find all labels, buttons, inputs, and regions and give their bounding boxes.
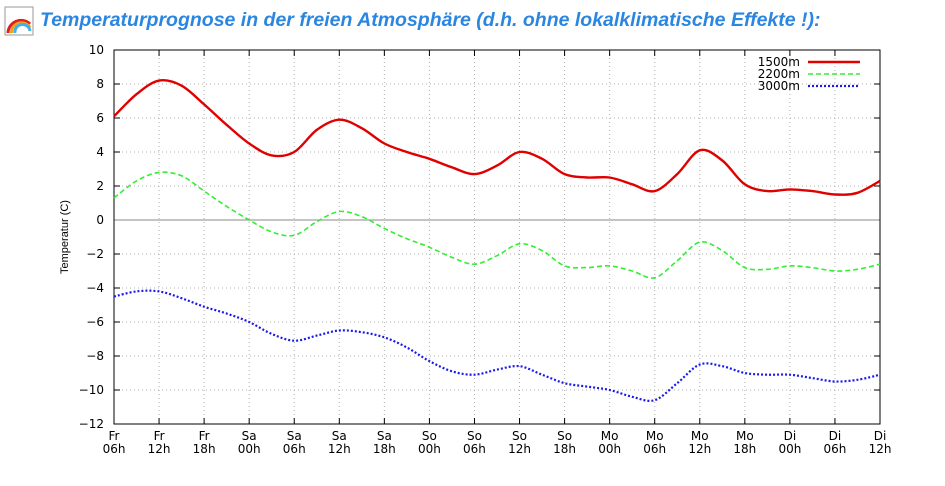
y-tick-label: −8 — [86, 349, 104, 363]
y-tick-label: 0 — [96, 213, 104, 227]
x-tick-label-day: Di — [829, 429, 842, 443]
legend-label-1500m: 1500m — [758, 55, 800, 69]
x-tick-label-day: Fr — [109, 429, 120, 443]
x-tick-label-hour: 12h — [688, 442, 711, 456]
x-tick-label-hour: 18h — [553, 442, 576, 456]
y-tick-label: −10 — [79, 383, 104, 397]
x-tick-label-day: Sa — [242, 429, 257, 443]
x-tick-label-day: Fr — [199, 429, 210, 443]
x-tick-label-day: Sa — [332, 429, 347, 443]
x-tick-label-day: Mo — [601, 429, 619, 443]
series-line-2200m — [113, 171, 881, 279]
rainbow-icon — [4, 6, 34, 36]
y-axis-label: Temperatur (C) — [59, 200, 71, 274]
x-tick-label-hour: 06h — [643, 442, 666, 456]
y-tick-label: −2 — [86, 247, 104, 261]
x-tick-label-day: So — [422, 429, 437, 443]
x-tick-label-hour: 00h — [778, 442, 801, 456]
y-tick-label: 8 — [96, 77, 104, 91]
y-tick-label: 2 — [96, 179, 104, 193]
series-line-1500m — [113, 79, 881, 196]
x-tick-label-hour: 12h — [148, 442, 171, 456]
x-tick-label-day: So — [512, 429, 527, 443]
x-tick-label-hour: 00h — [598, 442, 621, 456]
x-tick-label-hour: 06h — [103, 442, 126, 456]
x-tick-label-hour: 00h — [238, 442, 261, 456]
x-tick-label-hour: 12h — [508, 442, 531, 456]
x-tick-label-hour: 00h — [418, 442, 441, 456]
x-tick-label-day: So — [467, 429, 482, 443]
y-tick-label: −6 — [86, 315, 104, 329]
x-tick-label-hour: 12h — [869, 442, 892, 456]
x-tick-label-day: Mo — [691, 429, 709, 443]
x-tick-label-hour: 06h — [824, 442, 847, 456]
y-tick-label: −4 — [86, 281, 104, 295]
x-tick-label-hour: 12h — [328, 442, 351, 456]
y-tick-label: 10 — [89, 43, 104, 57]
y-tick-label: 4 — [96, 145, 104, 159]
legend-label-3000m: 3000m — [758, 79, 800, 93]
x-tick-label-hour: 18h — [193, 442, 216, 456]
y-tick-label: −12 — [79, 417, 104, 431]
legend-label-2200m: 2200m — [758, 67, 800, 81]
x-tick-label-hour: 18h — [373, 442, 396, 456]
x-tick-label-day: So — [557, 429, 572, 443]
x-tick-label-day: Mo — [736, 429, 754, 443]
x-tick-label-day: Sa — [287, 429, 302, 443]
y-tick-label: 6 — [96, 111, 104, 125]
x-tick-label-hour: 06h — [463, 442, 486, 456]
plot-area — [114, 50, 880, 424]
x-tick-label-hour: 06h — [283, 442, 306, 456]
x-tick-label-hour: 18h — [733, 442, 756, 456]
plot-frame — [113, 49, 881, 425]
x-tick-label-day: Mo — [646, 429, 664, 443]
x-tick-label-day: Fr — [154, 429, 165, 443]
x-tick-label-day: Sa — [377, 429, 392, 443]
x-tick-label-day: Di — [874, 429, 887, 443]
series-line-3000m — [113, 289, 881, 402]
x-tick-label-day: Di — [784, 429, 797, 443]
page-title: Temperaturprognose in der freien Atmosph… — [40, 9, 821, 31]
